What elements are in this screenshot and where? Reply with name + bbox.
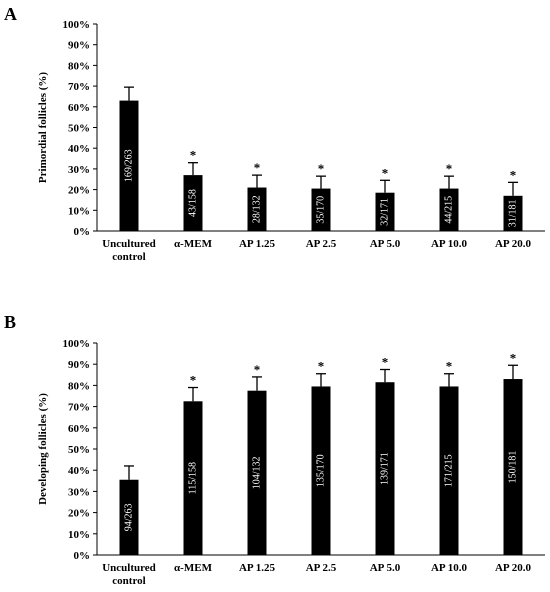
y-tick-label: 70% <box>68 402 90 414</box>
y-tick-label: 30% <box>68 486 90 498</box>
significance-star: * <box>254 362 261 377</box>
y-tick-label: 0% <box>74 550 91 562</box>
significance-star: * <box>190 148 197 163</box>
y-tick-label: 50% <box>68 444 90 456</box>
significance-star: * <box>318 359 325 374</box>
bar <box>247 187 267 231</box>
x-tick-label: Uncultured <box>102 562 156 574</box>
bar-data-label: 139/171 <box>380 452 391 485</box>
significance-star: * <box>446 359 453 374</box>
panel-label: A <box>4 4 17 24</box>
x-tick-label: α-MEM <box>174 238 213 250</box>
y-axis-title: Primordial follicles (%) <box>37 72 49 184</box>
significance-star: * <box>510 350 517 365</box>
significance-star: * <box>318 161 325 176</box>
y-tick-label: 80% <box>68 60 90 72</box>
bar-data-label: 28/132 <box>252 195 263 223</box>
bar <box>375 192 395 231</box>
bar <box>119 479 139 555</box>
x-tick-label: AP 2.5 <box>306 562 337 574</box>
bar-data-label: 135/170 <box>316 454 327 487</box>
bar-data-label: 104/132 <box>252 456 263 489</box>
bar <box>439 188 459 231</box>
bar-data-label: 115/158 <box>188 462 199 494</box>
bar <box>503 195 523 231</box>
bar <box>503 379 523 555</box>
y-tick-label: 10% <box>68 529 90 541</box>
bar-data-label: 150/181 <box>508 451 519 484</box>
y-tick-label: 0% <box>74 226 91 238</box>
x-tick-label: AP 1.25 <box>239 562 276 574</box>
bar-data-label: 35/170 <box>316 196 327 224</box>
y-tick-label: 90% <box>68 359 90 371</box>
bar-data-label: 32/171 <box>380 198 391 226</box>
bar <box>183 175 203 231</box>
significance-star: * <box>190 373 197 388</box>
bar-data-label: 171/215 <box>444 454 455 487</box>
bar-data-label: 44/215 <box>444 196 455 224</box>
y-tick-label: 70% <box>68 81 90 93</box>
x-tick-label: α-MEM <box>174 562 213 574</box>
y-tick-label: 10% <box>68 205 90 217</box>
y-tick-label: 20% <box>68 508 90 520</box>
x-tick-label: control <box>112 251 145 263</box>
bar <box>375 382 395 555</box>
bar <box>119 100 139 231</box>
significance-star: * <box>382 165 389 180</box>
y-tick-label: 80% <box>68 380 90 392</box>
bar-data-label: 169/263 <box>124 149 135 182</box>
bar <box>183 401 203 555</box>
bar-data-label: 43/158 <box>188 189 199 217</box>
bar <box>311 386 331 555</box>
significance-star: * <box>254 160 261 175</box>
y-tick-label: 60% <box>68 423 90 435</box>
panel-label: B <box>4 312 16 332</box>
significance-star: * <box>446 161 453 176</box>
bar <box>247 390 267 555</box>
y-tick-label: 60% <box>68 102 90 114</box>
x-tick-label: AP 5.0 <box>370 238 401 250</box>
x-tick-label: AP 20.0 <box>495 238 532 250</box>
bar <box>439 386 459 555</box>
y-tick-label: 100% <box>63 19 91 31</box>
y-tick-label: 50% <box>68 123 90 135</box>
x-tick-label: AP 1.25 <box>239 238 276 250</box>
y-tick-label: 90% <box>68 40 90 52</box>
significance-star: * <box>510 167 517 182</box>
y-tick-label: 20% <box>68 185 90 197</box>
x-tick-label: AP 2.5 <box>306 238 337 250</box>
x-tick-label: control <box>112 575 145 587</box>
chart-panel-B: B Developing follicles (%) 0% 10% 20% 30% 40% 5… <box>4 312 545 587</box>
bar-data-label: 31/181 <box>508 200 519 228</box>
y-axis-title: Developing follicles (%) <box>37 393 49 505</box>
x-tick-label: AP 10.0 <box>431 238 468 250</box>
bar-data-label: 94/263 <box>124 503 135 531</box>
bar <box>311 188 331 231</box>
y-tick-label: 40% <box>68 143 90 155</box>
chart-panel-A: A Primordial follicles (%) 0% 10% 20% 30% 40% 5… <box>4 4 545 263</box>
y-tick-label: 30% <box>68 164 90 176</box>
y-tick-label: 40% <box>68 465 90 477</box>
x-tick-label: Uncultured <box>102 238 156 250</box>
y-tick-label: 100% <box>63 338 91 350</box>
significance-star: * <box>382 355 389 370</box>
x-tick-label: AP 20.0 <box>495 562 532 574</box>
x-tick-label: AP 10.0 <box>431 562 468 574</box>
x-tick-label: AP 5.0 <box>370 562 401 574</box>
